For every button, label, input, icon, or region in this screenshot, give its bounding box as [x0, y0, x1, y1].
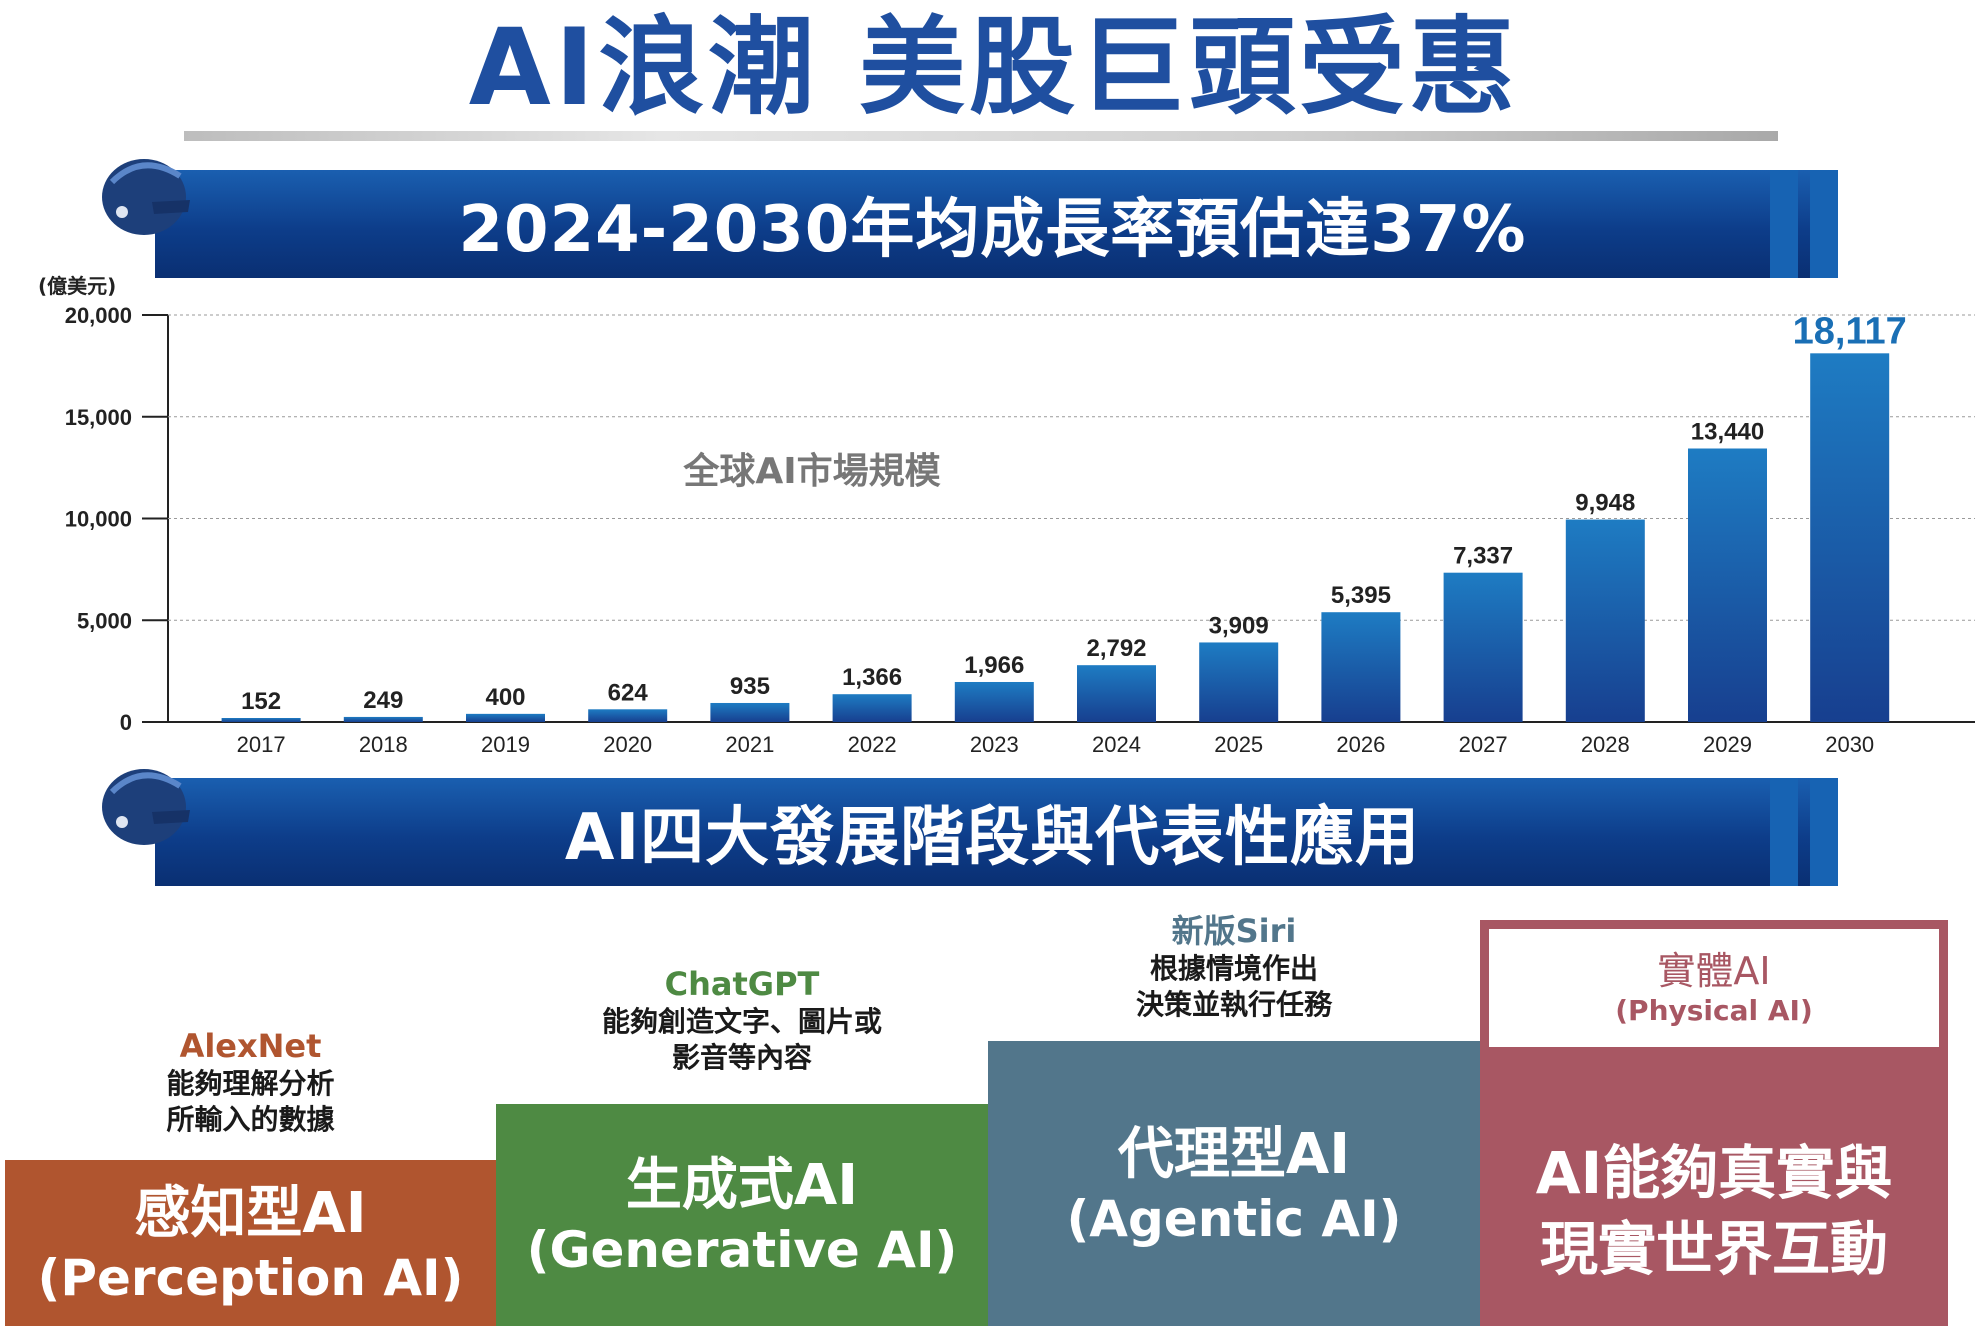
stage-desc-line: 能夠創造文字、圖片或: [601, 1005, 882, 1038]
y-tick-label: 10,000: [65, 507, 132, 532]
x-tick-label: 2017: [237, 732, 286, 757]
series-label: 全球AI市場規模: [682, 450, 940, 492]
banner-stripe: [1770, 778, 1798, 886]
stage-perception: AlexNet 能夠理解分析 所輸入的數據 感知型AI (Perception …: [5, 1000, 496, 1326]
banner-stripe: [1810, 170, 1838, 278]
x-tick-label: 2024: [1092, 732, 1141, 757]
batting-helmet-icon: [102, 159, 190, 235]
bar: [1199, 642, 1279, 722]
data-label: 5,395: [1331, 582, 1391, 609]
x-tick-label: 2028: [1581, 732, 1630, 757]
x-tick-label: 2023: [970, 732, 1019, 757]
data-label: 624: [608, 679, 649, 706]
bar: [954, 681, 1034, 722]
bar: [710, 702, 790, 722]
stage-title: AI能夠真實與: [1535, 1139, 1893, 1207]
bar: [1810, 353, 1890, 722]
stage-block: 生成式AI (Generative AI): [496, 1104, 988, 1326]
title-divider: [184, 131, 1778, 141]
stage-physical: 實體AI (Physical AI) AI能夠真實與 現實世界互動: [1480, 920, 1948, 1326]
bar: [832, 694, 912, 722]
data-label: 3,909: [1209, 612, 1269, 639]
x-tick-label: 2030: [1825, 732, 1874, 757]
y-tick-label: 20,000: [65, 303, 132, 328]
stages-banner: AI四大發展階段與代表性應用: [155, 778, 1838, 886]
data-label: 18,117: [1793, 310, 1907, 352]
bar: [588, 709, 668, 722]
data-label: 7,337: [1453, 543, 1513, 570]
y-unit-label: (億美元): [38, 274, 117, 298]
stage-subtitle: 現實世界互動: [1539, 1215, 1888, 1283]
banner-stripe: [1810, 778, 1838, 886]
stage-agentic: 新版Siri 根據情境作出 決策並執行任務 代理型AI (Agentic AI): [988, 912, 1480, 1326]
growth-banner-text: 2024-2030年均成長率預估達37%: [458, 193, 1527, 267]
data-label: 400: [485, 684, 525, 711]
bar: [1443, 572, 1523, 722]
stage-caption: AlexNet 能夠理解分析 所輸入的數據: [5, 1026, 496, 1138]
stage-app-name: 新版Siri: [1171, 912, 1297, 950]
x-tick-label: 2029: [1703, 732, 1752, 757]
stage-app-name: ChatGPT: [664, 965, 820, 1003]
x-tick-label: 2021: [725, 732, 774, 757]
stage-desc-line: 影音等內容: [671, 1041, 812, 1074]
batting-helmet-icon: [102, 769, 190, 845]
stage-caption: 實體AI (Physical AI): [1489, 929, 1939, 1047]
main-title: AI浪潮 美股巨頭受惠: [468, 6, 1520, 129]
stage-title: 感知型AI: [134, 1181, 367, 1246]
stage-subtitle: (Generative AI): [526, 1221, 958, 1279]
stage-desc-line: 能夠理解分析: [166, 1067, 335, 1100]
data-label: 1,366: [842, 664, 902, 691]
x-tick-label: 2025: [1214, 732, 1263, 757]
stage-desc-line: 所輸入的數據: [166, 1103, 335, 1136]
x-tick-label: 2026: [1336, 732, 1385, 757]
data-label: 9,948: [1575, 490, 1635, 517]
data-label: 152: [241, 688, 281, 715]
stage-caption: ChatGPT 能夠創造文字、圖片或 影音等內容: [496, 964, 988, 1076]
x-tick-label: 2027: [1459, 732, 1508, 757]
y-tick-label: 15,000: [65, 405, 132, 430]
stages-banner-text: AI四大發展階段與代表性應用: [564, 801, 1421, 875]
market-size-chart: 0 5,000 10,000 15,000 20,000 152 249 400 624 935…: [65, 303, 1975, 757]
y-tick-label: 0: [120, 710, 132, 735]
stage-block: 代理型AI (Agentic AI): [988, 1041, 1480, 1326]
bar: [466, 713, 545, 722]
stage-subtitle: (Perception AI): [37, 1249, 464, 1307]
x-tick-label: 2018: [359, 732, 408, 757]
banner-stripe: [1770, 170, 1798, 278]
stage-title: 代理型AI: [1117, 1121, 1351, 1187]
stage-app-subtitle: (Physical AI): [1615, 994, 1813, 1027]
x-tick-label: 2019: [481, 732, 530, 757]
growth-banner: 2024-2030年均成長率預估達37%: [155, 170, 1838, 278]
stage-app-name: AlexNet: [179, 1027, 322, 1065]
bar: [1321, 612, 1401, 722]
stage-block: AI能夠真實與 現實世界互動: [1480, 1096, 1948, 1326]
stage-title: 生成式AI: [625, 1153, 859, 1218]
stage-subtitle: (Agentic AI): [1066, 1189, 1402, 1248]
bar: [343, 716, 423, 722]
stage-app-name: 實體AI: [1657, 949, 1771, 993]
stage-desc-line: 決策並執行任務: [1135, 988, 1332, 1021]
bar: [1688, 448, 1767, 722]
data-label: 935: [730, 673, 770, 700]
x-tick-label: 2022: [848, 732, 897, 757]
bar: [221, 718, 301, 722]
data-label: 1,966: [964, 652, 1024, 679]
data-label: 2,792: [1086, 635, 1146, 662]
x-tick-label: 2020: [603, 732, 652, 757]
stage-block: 感知型AI (Perception AI): [5, 1160, 496, 1326]
data-label: 13,440: [1691, 418, 1764, 445]
stage-generative: ChatGPT 能夠創造文字、圖片或 影音等內容 生成式AI (Generati…: [496, 930, 988, 1326]
stage-desc-line: 根據情境作出: [1149, 952, 1318, 985]
bar: [1077, 665, 1156, 722]
stage-caption: 新版Siri 根據情境作出 決策並執行任務: [988, 911, 1480, 1023]
data-label: 249: [363, 687, 403, 714]
y-tick-label: 5,000: [77, 608, 132, 633]
bar: [1565, 519, 1645, 722]
